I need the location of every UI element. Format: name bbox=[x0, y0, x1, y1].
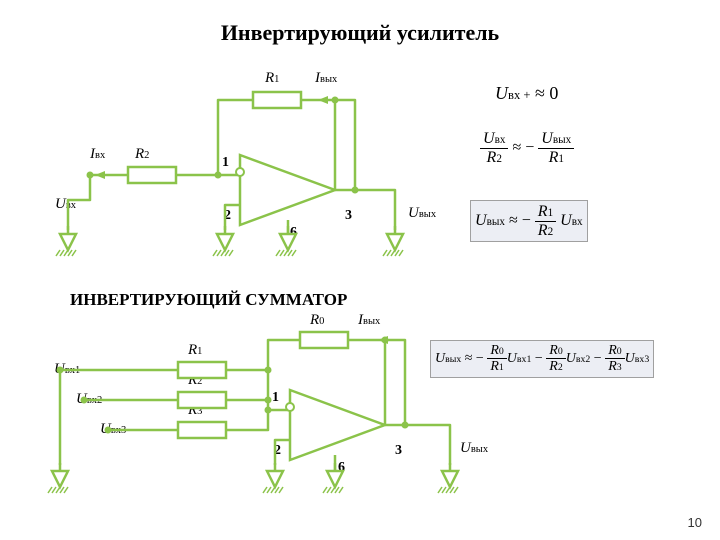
circuit-canvas bbox=[0, 0, 720, 540]
